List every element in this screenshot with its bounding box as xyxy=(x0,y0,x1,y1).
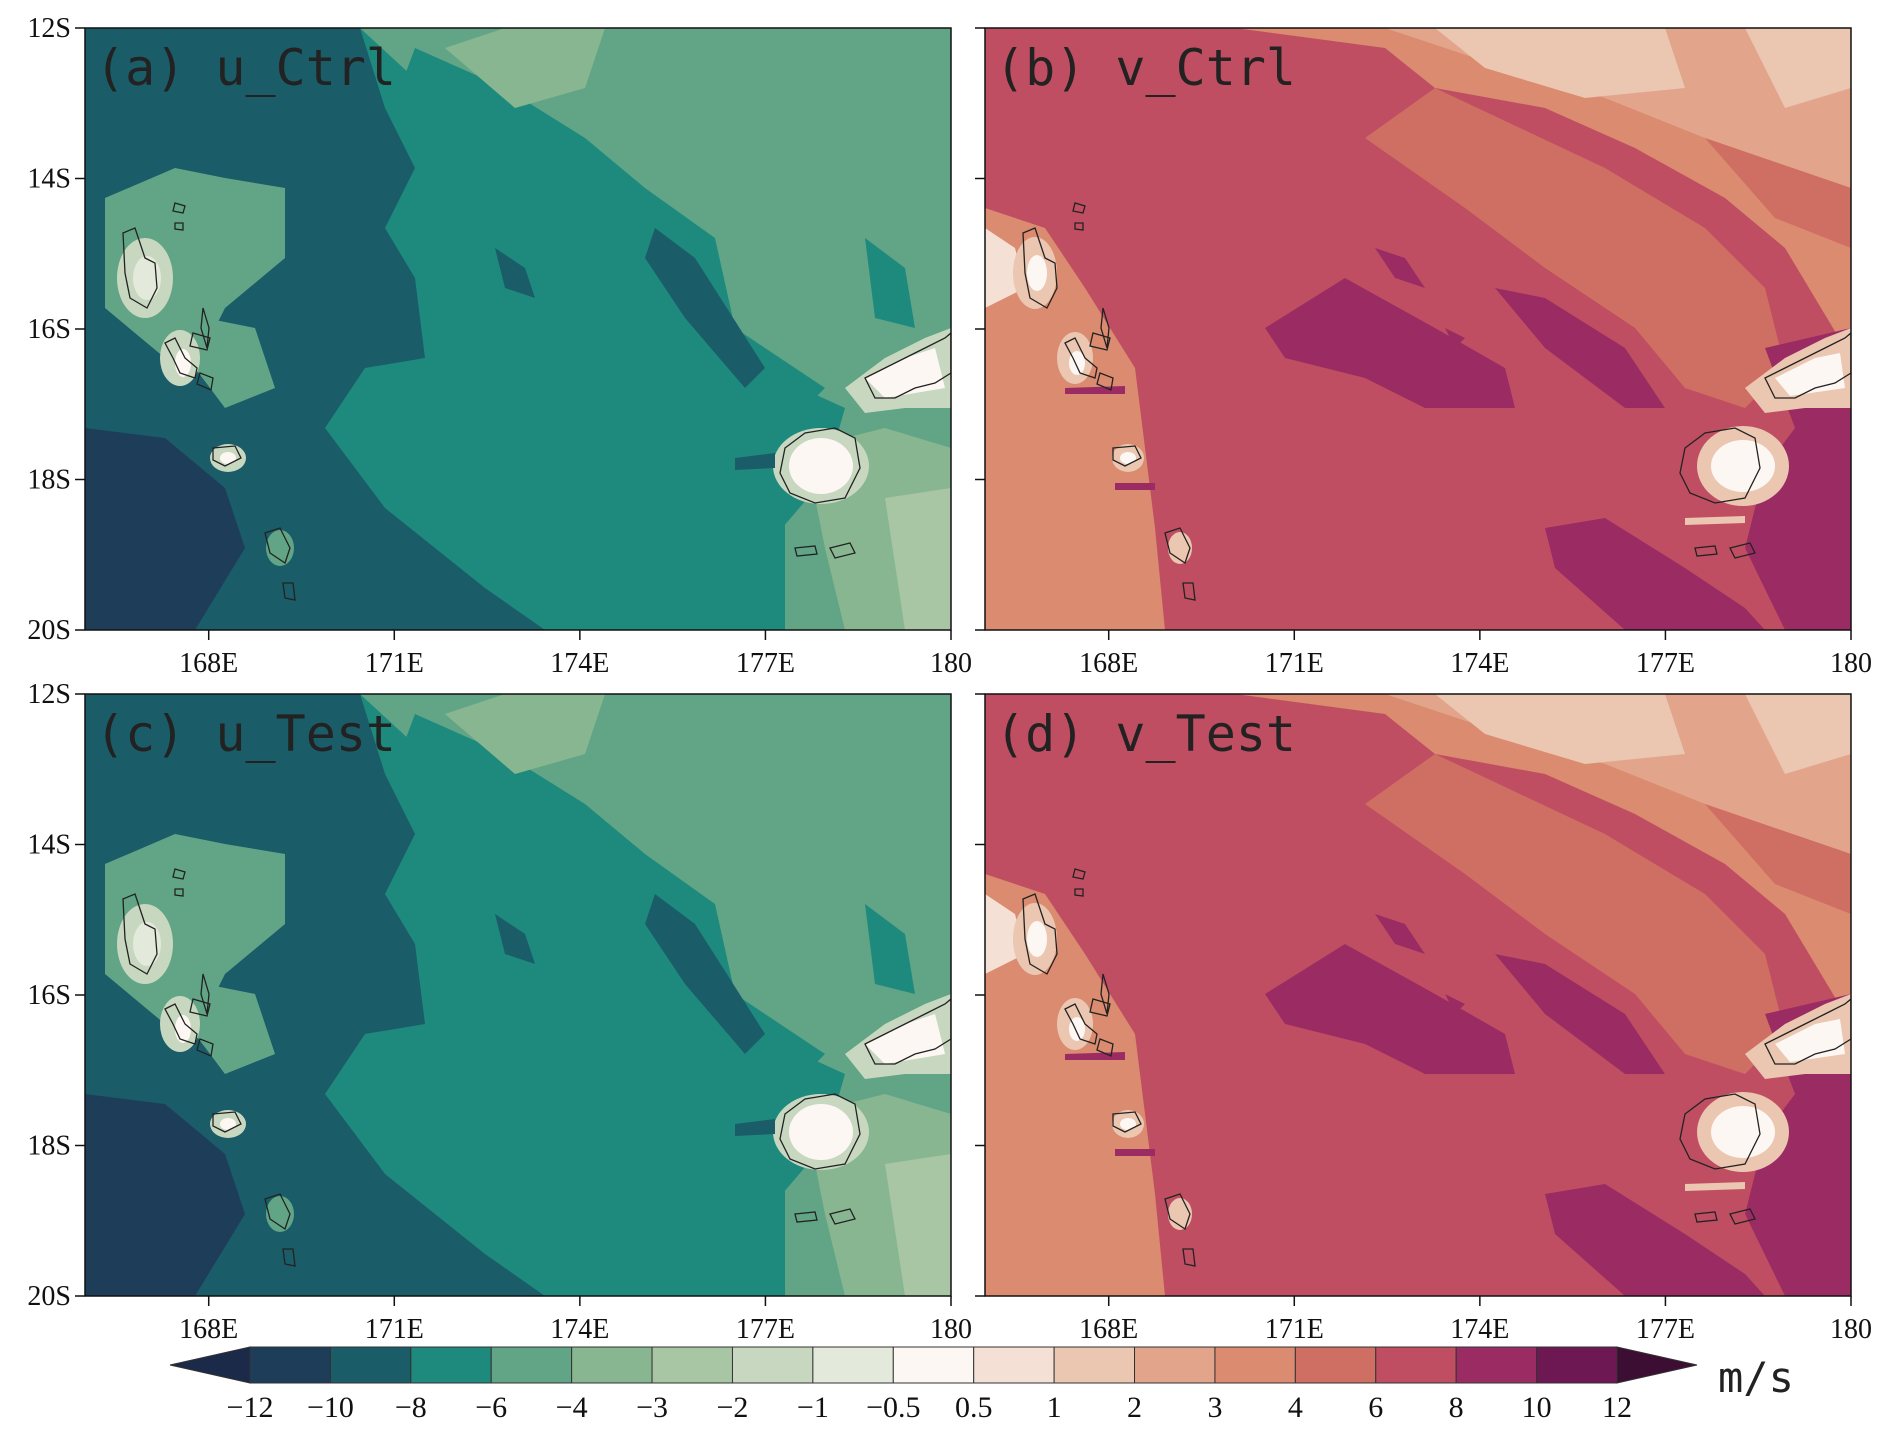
colorbar-box xyxy=(249,1346,331,1384)
colorbar-box xyxy=(571,1346,653,1384)
lon-tick-label: 168E xyxy=(179,648,238,679)
lat-tick-label: 12S xyxy=(27,679,71,710)
colorbar-label: 0.5 xyxy=(955,1391,993,1424)
colorbar-label: 10 xyxy=(1522,1391,1552,1424)
colorbar-label: −10 xyxy=(307,1391,354,1424)
lon-tick-label: 168E xyxy=(1079,648,1138,679)
lon-tick-label: 174E xyxy=(550,648,609,679)
lat-tick-label: 20S xyxy=(27,1281,71,1312)
colorbar-units: m/s xyxy=(1718,1353,1794,1402)
colorbar-label: 1 xyxy=(1047,1391,1062,1424)
panel-a: (a) u_Ctrl xyxy=(84,27,952,631)
panel-title-b: (b) v_Ctrl xyxy=(995,39,1296,97)
axes-layer: 12S 14S 16S 18S 20S 168E 171E 174E 177E 180 168E 17… xyxy=(27,13,1872,1345)
lon-tick-label: 180 xyxy=(1830,1314,1872,1345)
colorbar-box xyxy=(1134,1346,1216,1384)
colorbar-box xyxy=(812,1346,894,1384)
lat-tick-label: 14S xyxy=(27,164,71,195)
v-test-map xyxy=(985,694,1851,1296)
colorbar-label: 12 xyxy=(1602,1391,1632,1424)
colorbar-label: −3 xyxy=(636,1391,668,1424)
lat-tick-label: 12S xyxy=(27,13,71,44)
panel-b: (b) v_Ctrl xyxy=(984,27,1852,631)
colorbar-box xyxy=(973,1346,1055,1384)
colorbar-box xyxy=(490,1346,573,1384)
lon-tick-label: 180 xyxy=(930,1314,972,1345)
panel-d: (d) v_Test xyxy=(984,693,1852,1297)
colorbar: −12 −10 −8 −6 −4 −3 −2 −1 −0.5 0.5 1 2 3 4 6 8 10 12 m/s xyxy=(169,1346,1794,1424)
colorbar-label: −1 xyxy=(797,1391,829,1424)
colorbar-over-triangle xyxy=(1616,1346,1698,1384)
colorbar-box xyxy=(892,1346,975,1384)
colorbar-box xyxy=(1214,1346,1296,1384)
lat-tick-label: 18S xyxy=(27,1131,71,1162)
lat-tick-label: 14S xyxy=(27,830,71,861)
lon-tick-label: 171E xyxy=(365,648,424,679)
colorbar-label: 2 xyxy=(1127,1391,1142,1424)
u-test-map xyxy=(85,694,951,1296)
colorbar-label: −2 xyxy=(717,1391,749,1424)
colorbar-label: −4 xyxy=(556,1391,588,1424)
panel-title-d: (d) v_Test xyxy=(995,705,1296,763)
v-ctrl-map xyxy=(985,28,1851,630)
panel-title-c: (c) u_Test xyxy=(95,705,396,763)
colorbar-box xyxy=(731,1346,814,1384)
colorbar-label: −12 xyxy=(227,1391,274,1424)
lat-tick-label: 18S xyxy=(27,465,71,496)
lon-tick-label: 177E xyxy=(1636,1314,1695,1345)
colorbar-box xyxy=(1375,1346,1457,1384)
colorbar-label: 8 xyxy=(1449,1391,1464,1424)
colorbar-box xyxy=(1455,1346,1538,1384)
lon-tick-label: 171E xyxy=(365,1314,424,1345)
u-ctrl-map xyxy=(85,28,951,630)
colorbar-box xyxy=(651,1346,733,1384)
colorbar-box xyxy=(1536,1346,1618,1384)
lon-tick-label: 180 xyxy=(930,648,972,679)
colorbar-label: 6 xyxy=(1368,1391,1383,1424)
colorbar-label: 3 xyxy=(1207,1391,1222,1424)
colorbar-box xyxy=(1294,1346,1377,1384)
lon-tick-label: 174E xyxy=(1450,648,1509,679)
colorbar-label: −0.5 xyxy=(866,1391,920,1424)
colorbar-label: −8 xyxy=(395,1391,427,1424)
lon-tick-label: 177E xyxy=(736,648,795,679)
lon-tick-label: 174E xyxy=(1450,1314,1509,1345)
colorbar-box xyxy=(329,1346,412,1384)
lon-tick-label: 171E xyxy=(1265,648,1324,679)
lon-tick-label: 174E xyxy=(550,1314,609,1345)
colorbar-under-triangle xyxy=(169,1346,251,1384)
lon-tick-label: 177E xyxy=(736,1314,795,1345)
panel-c: (c) u_Test xyxy=(84,693,952,1297)
panel-title-a: (a) u_Ctrl xyxy=(95,39,396,97)
colorbar-box xyxy=(1053,1346,1136,1384)
lon-tick-label: 171E xyxy=(1265,1314,1324,1345)
lon-tick-label: 168E xyxy=(1079,1314,1138,1345)
colorbar-label: 4 xyxy=(1288,1391,1303,1424)
lon-tick-label: 177E xyxy=(1636,648,1695,679)
lon-tick-label: 168E xyxy=(179,1314,238,1345)
lat-tick-label: 16S xyxy=(27,980,71,1011)
lat-tick-label: 16S xyxy=(27,314,71,345)
colorbar-label: −6 xyxy=(475,1391,507,1424)
colorbar-box xyxy=(410,1346,492,1384)
lon-tick-label: 180 xyxy=(1830,648,1872,679)
lat-tick-label: 20S xyxy=(27,615,71,646)
